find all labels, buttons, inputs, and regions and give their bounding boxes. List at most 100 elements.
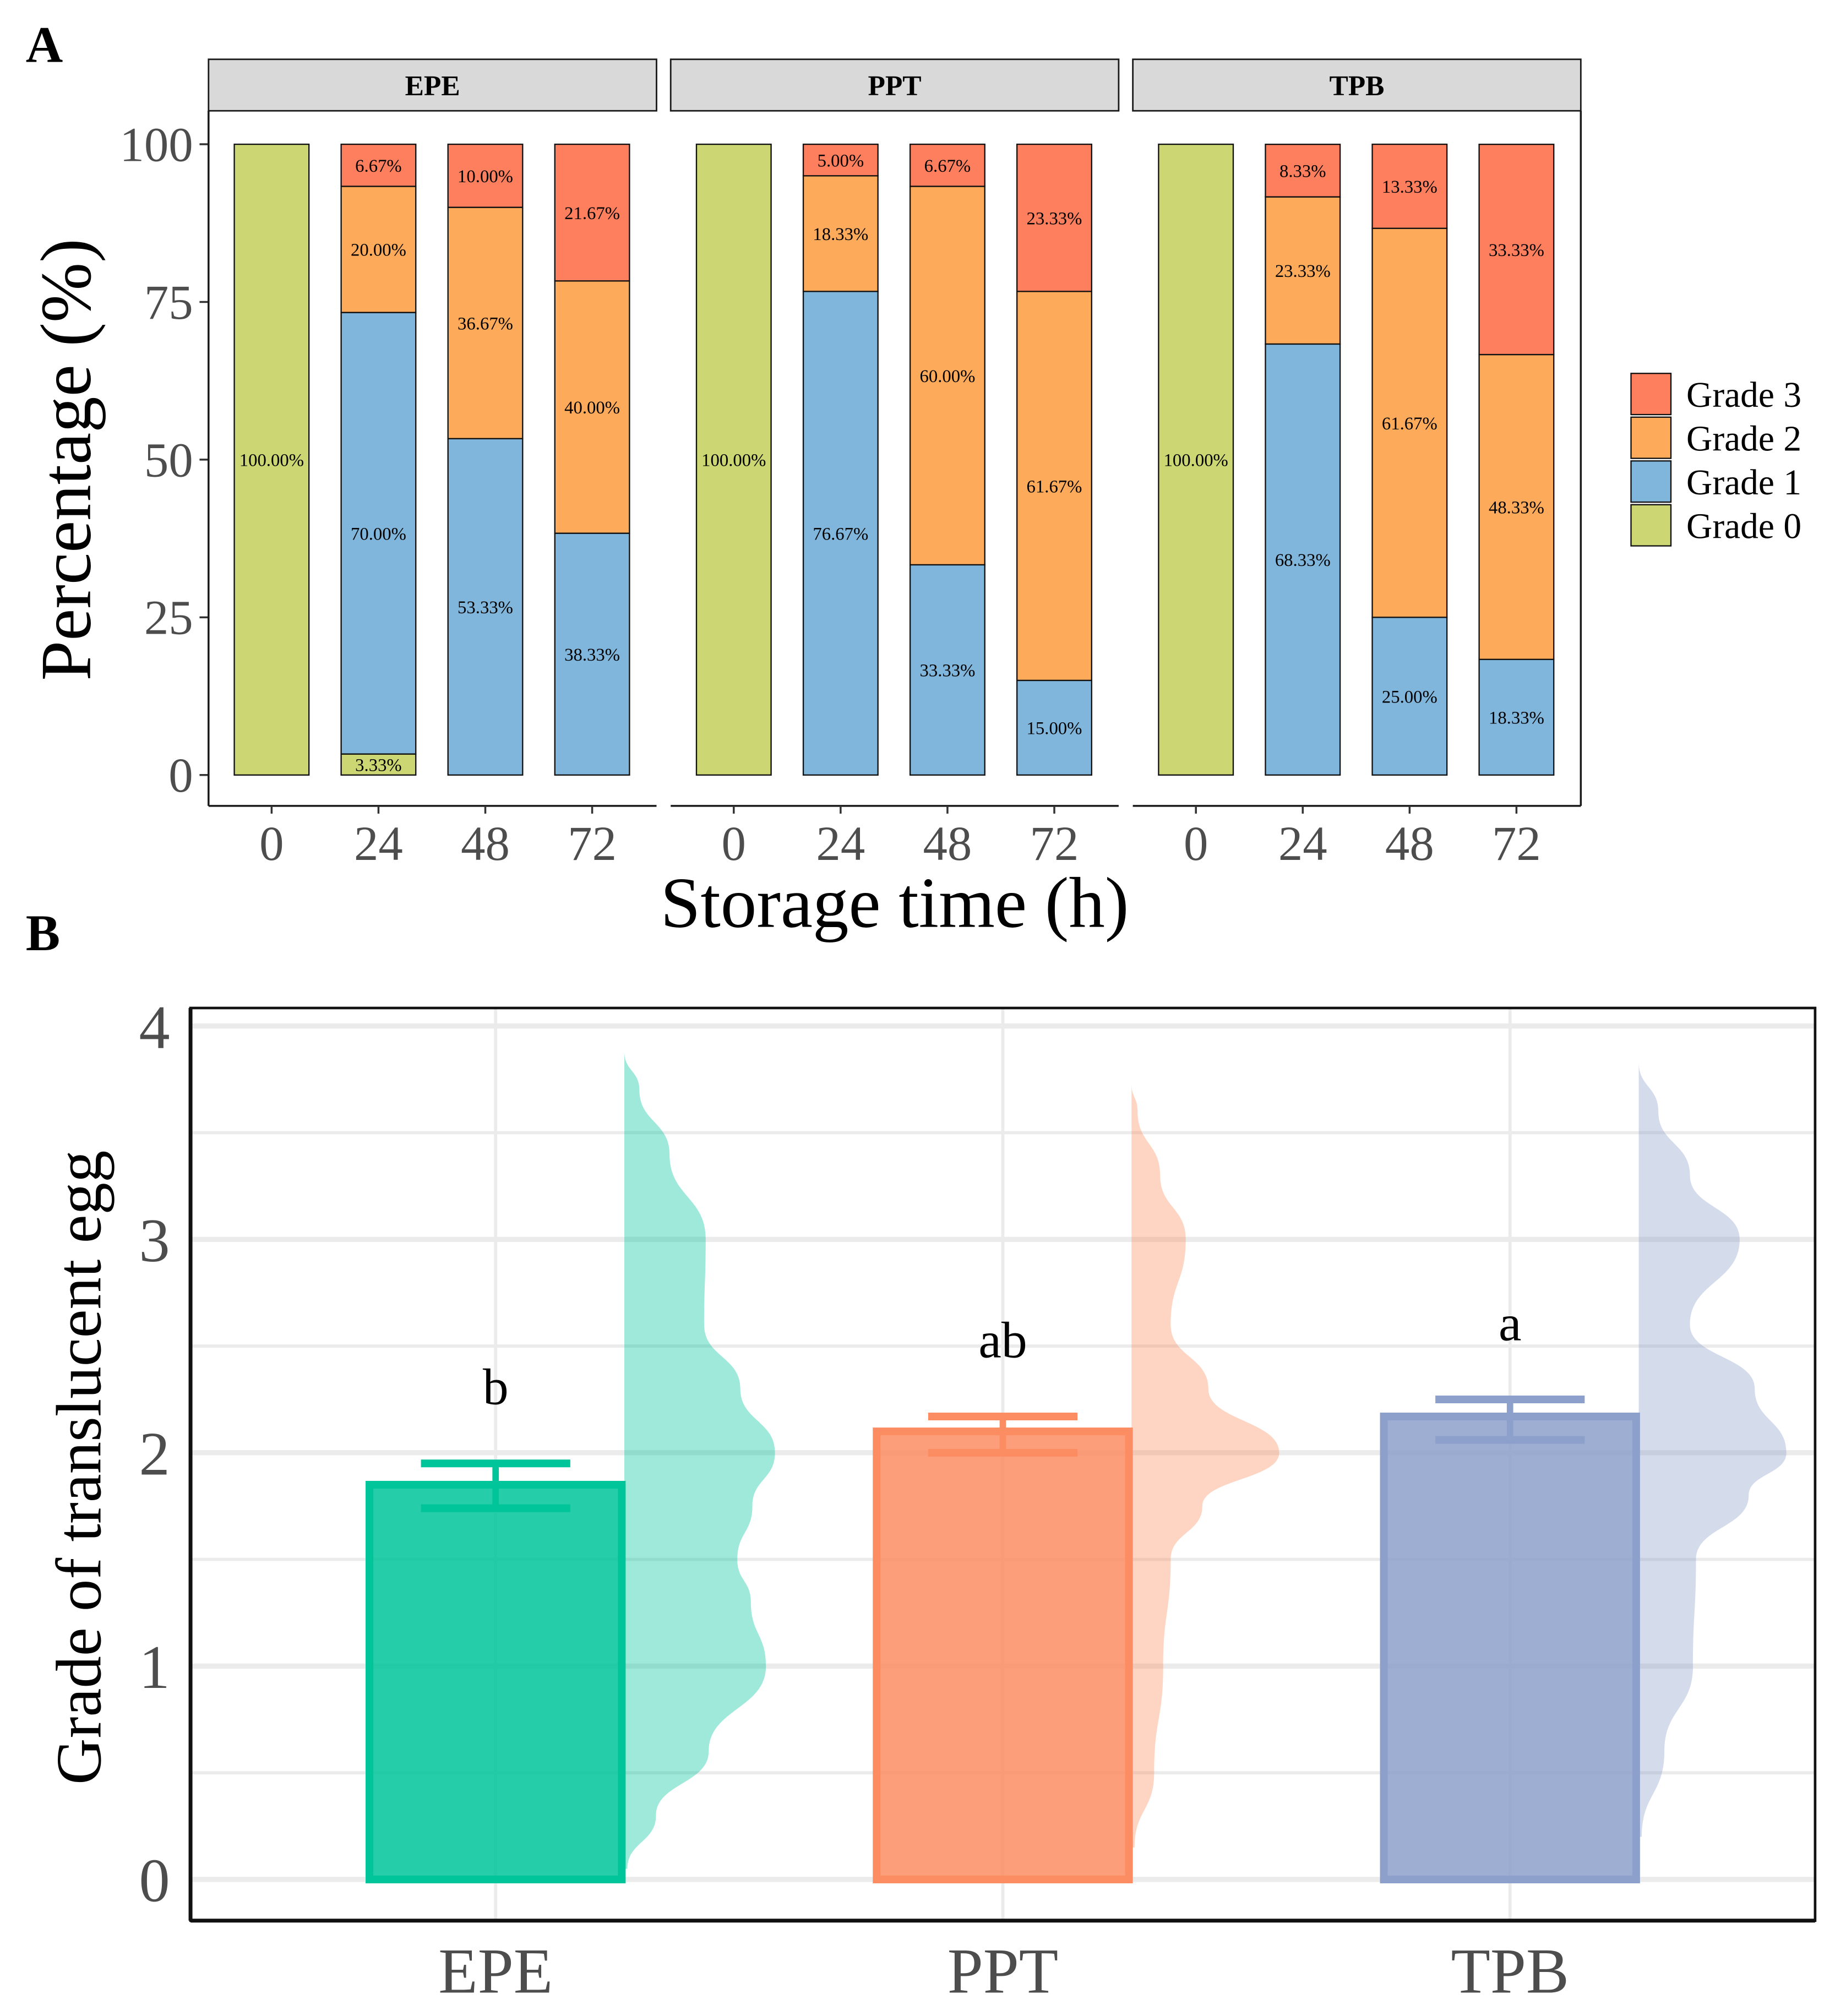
bar-value-label: 8.33% — [1279, 162, 1326, 182]
x-tick-label: 72 — [1492, 817, 1541, 871]
x-tick-label: 24 — [816, 817, 865, 871]
y-tick-label: 100 — [119, 118, 193, 172]
bar-value-label: 48.33% — [1489, 498, 1544, 518]
bar-value-label: 10.00% — [458, 167, 513, 187]
bar-segment-grade-2 — [447, 206, 524, 439]
significance-label: ab — [978, 1312, 1027, 1369]
legend-label: Grade 1 — [1686, 463, 1801, 503]
y-tick-label: 2 — [139, 1420, 170, 1489]
bar-segment-grade-3 — [1478, 144, 1555, 356]
x-tick-label: 48 — [923, 817, 972, 871]
y-tick-label: 50 — [144, 433, 193, 487]
facet-strip — [1132, 58, 1582, 112]
y-tick-label: 4 — [139, 993, 170, 1061]
y-axis-title-b: Grade of translucent egg — [43, 1151, 115, 1785]
bar-value-label: 60.00% — [919, 367, 975, 386]
bar-value-label: 100.00% — [701, 451, 766, 471]
legend-label: Grade 3 — [1686, 375, 1801, 415]
bar-value-label: 100.00% — [1164, 451, 1228, 471]
bar-ppt — [873, 1427, 1133, 1883]
legend-key-grade-3 — [1630, 373, 1672, 416]
x-tick-label: 0 — [259, 817, 284, 871]
bar-value-label: 5.00% — [818, 151, 864, 171]
x-tick-label: 48 — [461, 817, 510, 871]
x-tick-label: 24 — [354, 817, 403, 871]
bar-segment-grade-2 — [1478, 353, 1555, 660]
bar-segment-grade-2 — [909, 186, 985, 566]
bar-segment-grade-3 — [1265, 144, 1341, 198]
y-tick-label: 1 — [139, 1633, 170, 1702]
bar-segment-grade-3 — [447, 143, 524, 208]
bar-value-label: 21.67% — [564, 204, 620, 224]
bar-value-label: 23.33% — [1275, 261, 1331, 281]
bar-segment-grade-0 — [1158, 143, 1234, 776]
bar-value-label: 33.33% — [1489, 241, 1544, 260]
bar-segment-grade-2 — [554, 280, 630, 534]
bar-value-label: 20.00% — [351, 241, 406, 260]
y-tick-label: 0 — [139, 1847, 170, 1915]
x-tick-label: 72 — [568, 817, 617, 871]
stacked-bar-chart: 0 25 50 75 100 EPE 0 100.00% 24 3.33% 70.00% 20.00%… — [119, 58, 1582, 871]
y-tick-label: 3 — [139, 1207, 170, 1275]
bar-value-label: 18.33% — [813, 225, 868, 244]
facet-strip — [208, 58, 657, 112]
bar-value-label: 36.67% — [458, 314, 513, 334]
x-tick-label: 0 — [1184, 817, 1208, 871]
bar-segment-grade-1 — [1478, 658, 1555, 776]
facet-label: PPT — [868, 70, 921, 102]
legend-key-grade-0 — [1630, 504, 1672, 547]
bar-value-label: 3.33% — [355, 755, 402, 775]
x-tick-label: TPB — [1451, 1936, 1569, 2007]
bar-segment-grade-3 — [554, 143, 630, 282]
x-axis-title-a: Storage time (h) — [661, 863, 1129, 943]
bar-segment-grade-1 — [1016, 679, 1092, 776]
bar-value-label: 40.00% — [564, 398, 620, 418]
bar-segment-grade-0 — [233, 143, 310, 776]
bar-segment-grade-1 — [802, 291, 879, 776]
bar-value-label: 68.33% — [1275, 551, 1331, 570]
legend-key-grade-1 — [1630, 460, 1672, 503]
bar-segment-grade-1 — [909, 564, 985, 776]
bar-segment-grade-3 — [802, 143, 879, 177]
y-tick-label: 25 — [144, 591, 193, 645]
panel-label-b: B — [26, 905, 60, 962]
bar-value-label: 25.00% — [1382, 687, 1437, 707]
x-tick-label: 48 — [1385, 817, 1434, 871]
bar-segment-grade-2 — [1016, 291, 1092, 682]
legend-label: Grade 2 — [1686, 419, 1801, 459]
legend-label: Grade 0 — [1686, 507, 1801, 547]
significance-label: a — [1499, 1295, 1522, 1352]
bar-value-label: 33.33% — [919, 661, 975, 681]
y-tick-label: 75 — [144, 276, 193, 330]
bar-segment-grade-2 — [1371, 227, 1448, 618]
legend-key-grade-2 — [1630, 416, 1672, 459]
bar-value-label: 15.00% — [1027, 719, 1082, 739]
violin-tpb — [1638, 1062, 1787, 1837]
bar-segment-grade-3 — [1016, 143, 1092, 292]
bar-value-label: 23.33% — [1027, 209, 1082, 228]
bar-value-label: 76.67% — [813, 524, 868, 544]
violin-epe — [624, 1051, 775, 1869]
x-tick-label: 24 — [1278, 817, 1327, 871]
y-axis-title-a: Percentage (%) — [26, 238, 106, 680]
bar-segment-grade-1 — [554, 532, 630, 776]
bar-segment-grade-1 — [340, 312, 417, 755]
facet-label: EPE — [405, 70, 460, 102]
bar-value-label: 6.67% — [355, 156, 402, 176]
violin-ppt — [1131, 1083, 1279, 1848]
bar-value-label: 13.33% — [1382, 177, 1437, 197]
bar-segment-grade-1 — [1371, 617, 1448, 776]
significance-label: b — [483, 1359, 509, 1416]
bar-segment-grade-1 — [447, 438, 524, 776]
y-tick-label: 0 — [168, 749, 193, 803]
x-tick-label: PPT — [947, 1936, 1058, 2007]
bar-value-label: 61.67% — [1027, 477, 1082, 497]
x-tick-label: 72 — [1030, 817, 1079, 871]
x-tick-label: EPE — [438, 1936, 553, 2007]
bar-value-label: 18.33% — [1489, 708, 1544, 728]
x-tick-label: 0 — [722, 817, 746, 871]
bar-segment-grade-3 — [909, 143, 985, 187]
bar-value-label: 100.00% — [239, 451, 304, 471]
